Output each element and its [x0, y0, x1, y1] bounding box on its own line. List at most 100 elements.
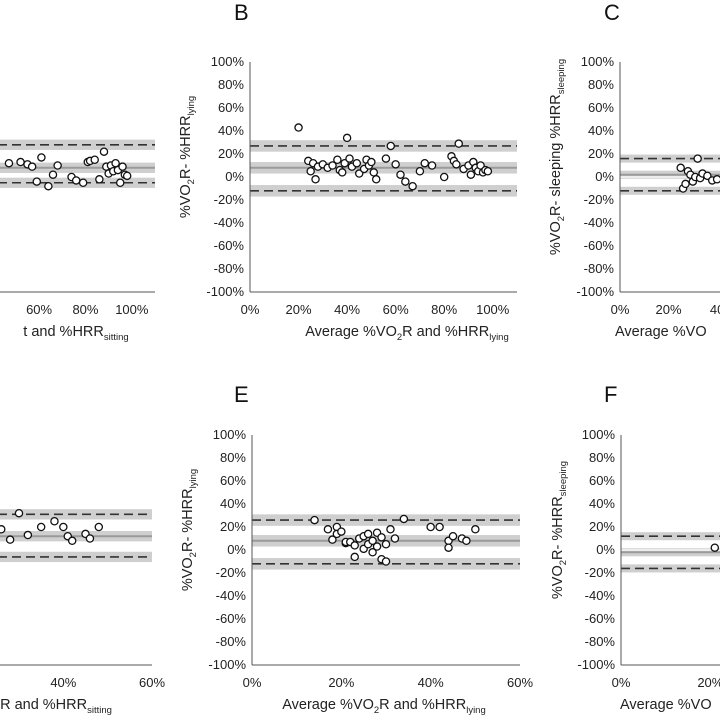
- panel-letter-e: E: [234, 382, 249, 407]
- data-point: [48, 170, 58, 179]
- data-point: [427, 161, 437, 170]
- x-tick-label: 40%: [418, 675, 444, 690]
- data-point: [471, 525, 480, 534]
- y-axis-title-part: %VO: [180, 557, 196, 591]
- data-point: [415, 166, 425, 176]
- data-point: [372, 542, 382, 551]
- data-point: [401, 177, 410, 186]
- data-point: [435, 522, 444, 532]
- data-point: [399, 514, 409, 524]
- data-point: [36, 522, 46, 532]
- x-tick-label: 60%: [383, 302, 409, 317]
- y-tick-label: -20%: [585, 565, 616, 580]
- y-tick-label: 80%: [588, 77, 614, 92]
- panel-letter-b: B: [234, 0, 249, 25]
- data-point: [337, 168, 347, 177]
- data-point: [71, 176, 81, 185]
- y-tick-label: 40%: [588, 123, 614, 138]
- data-point: [371, 175, 381, 184]
- y-tick-label: 100%: [211, 54, 245, 69]
- x-tick-label: 60%: [507, 675, 533, 690]
- x-axis-title-part: R and %HRR: [402, 324, 489, 340]
- x-tick-label: 0%: [612, 675, 631, 690]
- x-tick-label: 100%: [476, 302, 510, 317]
- data-point: [90, 155, 99, 164]
- panel-c: 100% 80% 60% 40% 20% 0% -20% -40% -60% -80% -100% 0…: [548, 54, 720, 340]
- x-axis-title-part: Average %VO: [282, 697, 374, 713]
- data-point: [294, 123, 303, 132]
- x-axis-title-part: lying: [489, 332, 509, 343]
- data-point: [345, 154, 354, 163]
- data-point: [333, 155, 342, 164]
- panel-letter-c: C: [604, 0, 620, 25]
- data-point: [681, 179, 690, 189]
- panel-letter-f: F: [604, 382, 617, 407]
- y-tick-label: 80%: [218, 77, 244, 92]
- data-point: [391, 160, 400, 169]
- x-tick-label: 20%: [286, 302, 312, 317]
- y-axis-title-part: R- sleeping %HRR: [548, 94, 564, 216]
- y-tick-label: 20%: [588, 146, 614, 161]
- data-point: [337, 527, 346, 536]
- data-point: [368, 548, 377, 557]
- data-point: [78, 178, 88, 187]
- y-axis-title-part: lying: [188, 469, 199, 489]
- x-axis-title: t and %HRRsitting: [23, 324, 128, 343]
- y-axis-title-part: %VO: [178, 184, 194, 218]
- y-axis-title-part: %VO: [550, 565, 566, 599]
- data-point: [710, 543, 720, 552]
- data-point: [311, 175, 320, 184]
- panel-e: 100% 80% 60% 40% 20% 0% -20% -40% -60% -80% -100% 0…: [180, 427, 533, 716]
- data-point: [676, 163, 685, 173]
- y-tick-label: 60%: [588, 100, 614, 115]
- x-axis-title: Average %VO2R and %HRRlying: [282, 697, 486, 716]
- data-point: [59, 522, 68, 532]
- data-point: [342, 133, 352, 143]
- data-point: [85, 534, 95, 543]
- data-point: [426, 522, 435, 532]
- data-point: [122, 171, 132, 181]
- y-tick-label: 20%: [218, 146, 244, 161]
- data-point: [328, 161, 337, 170]
- y-axis-title-part: 2: [556, 216, 567, 221]
- data-point: [386, 525, 395, 534]
- y-tick-label: 100%: [213, 427, 247, 442]
- x-axis-title-part: sitting: [104, 332, 129, 343]
- data-point: [396, 170, 405, 179]
- x-axis-title: R and %HRRsitting: [0, 697, 112, 716]
- y-tick-label: -40%: [216, 588, 247, 603]
- y-tick-label: 40%: [589, 496, 615, 511]
- x-axis-title-part: R and %HRR: [0, 697, 87, 713]
- data-point: [439, 172, 449, 182]
- y-axis-title-part: 2: [188, 552, 199, 557]
- y-tick-label: 40%: [220, 496, 246, 511]
- y-tick-label: 40%: [218, 123, 244, 138]
- data-point: [420, 158, 430, 168]
- x-tick-label: 100%: [115, 302, 149, 317]
- y-axis-title-part: lying: [186, 96, 197, 116]
- x-axis-title: Average %VO2R and %HRRlying: [305, 324, 509, 343]
- data-point: [306, 166, 315, 176]
- y-tick-label: -80%: [216, 634, 247, 649]
- data-point: [386, 141, 396, 151]
- data-point: [16, 157, 25, 167]
- y-tick-label: -20%: [216, 565, 247, 580]
- data-point: [381, 154, 391, 163]
- data-point: [115, 178, 125, 187]
- y-axis-title-part: %VO: [548, 221, 564, 255]
- y-tick-label: -100%: [206, 284, 244, 299]
- data-point: [466, 170, 476, 179]
- x-axis-title: Average %VO: [620, 697, 712, 713]
- data-point: [448, 531, 458, 541]
- y-axis-title: %VO2R- sleeping %HRRsleeping: [548, 59, 567, 255]
- data-point: [381, 557, 391, 566]
- data-point: [50, 517, 59, 526]
- y-tick-label: -80%: [214, 261, 245, 276]
- y-tick-label: 100%: [582, 427, 616, 442]
- data-point: [350, 552, 359, 562]
- data-point: [67, 536, 77, 546]
- y-axis-title-part: sleeping: [556, 59, 567, 94]
- y-tick-label: 60%: [218, 100, 244, 115]
- x-axis-title-part: Average %VO: [620, 697, 712, 713]
- y-axis-title-part: R- %HRR: [550, 496, 566, 560]
